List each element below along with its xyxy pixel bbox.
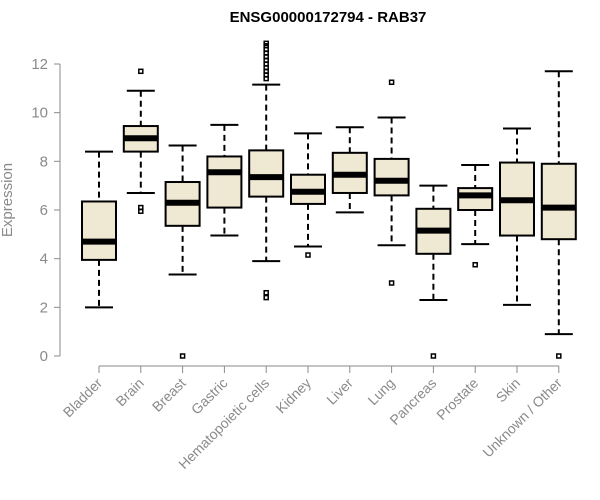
box-group	[122, 68, 159, 214]
x-tick-label: Breast	[149, 375, 189, 415]
box-group	[164, 144, 201, 359]
boxes-layer	[81, 40, 577, 359]
box-group	[540, 70, 577, 359]
outlier-point	[263, 294, 269, 301]
y-tick-label: 2	[40, 299, 48, 316]
x-tick-label: Bladder	[60, 375, 106, 421]
box-group	[290, 132, 326, 258]
y-tick-label: 12	[31, 56, 48, 73]
box-group	[415, 184, 452, 359]
y-axis-label: Expression	[0, 163, 16, 237]
x-tick-label: Brain	[112, 375, 146, 409]
y-tick-label: 0	[40, 348, 48, 365]
x-tick-label: Prostate	[433, 375, 481, 423]
box-rect	[540, 162, 577, 241]
box-group	[331, 126, 368, 214]
y-tick-label: 6	[40, 202, 48, 219]
x-tick-label: Kidney	[273, 375, 315, 417]
box-group	[81, 150, 117, 309]
x-tick-label: Liver	[323, 375, 356, 408]
outlier-point	[263, 40, 269, 47]
box-rect	[373, 157, 410, 197]
outlier-point	[388, 79, 395, 85]
box-rect	[81, 200, 117, 261]
outlier-point	[430, 353, 437, 359]
box-rect	[457, 187, 494, 212]
outlier-point	[388, 280, 395, 286]
box-group	[457, 163, 494, 268]
box-rect	[206, 155, 243, 209]
y-tick-label: 8	[40, 153, 48, 170]
outlier-point	[556, 353, 562, 359]
box-group	[499, 127, 535, 306]
outlier-point	[472, 262, 478, 268]
x-tick-label: Lung	[364, 375, 397, 408]
box-group	[373, 79, 410, 286]
y-tick-label: 10	[31, 105, 48, 122]
y-tick-label: 4	[40, 251, 48, 268]
outlier-point	[179, 353, 186, 359]
y-axis: 0 2 4 6 8 10 12	[31, 56, 61, 365]
box-group	[206, 123, 243, 237]
x-tick-label: Unknown / Other	[479, 375, 565, 461]
outlier-point	[263, 289, 269, 296]
outlier-point	[138, 208, 144, 214]
chart-title: ENSG00000172794 - RAB37	[230, 9, 427, 26]
box-rect	[248, 149, 285, 198]
outlier-point	[138, 68, 144, 75]
box-group	[248, 40, 285, 301]
x-tick-label: Skin	[493, 375, 524, 406]
outlier-point	[305, 252, 311, 258]
